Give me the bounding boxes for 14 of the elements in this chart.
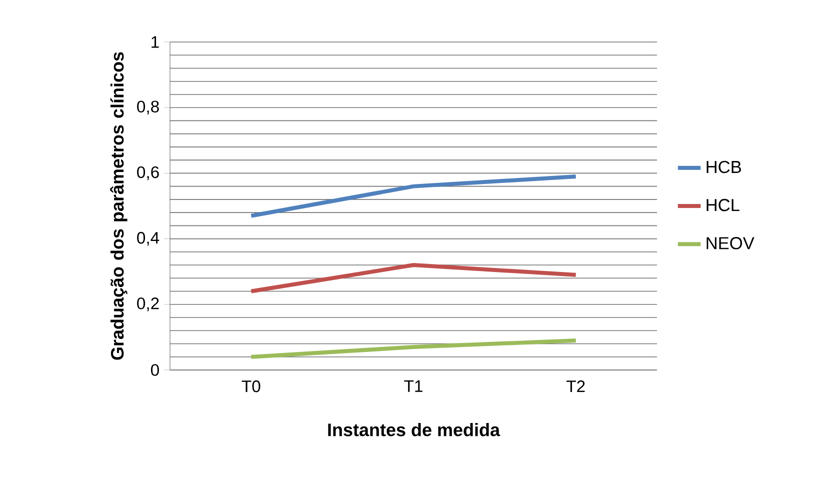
x-axis-title: Instantes de medida	[328, 423, 500, 436]
x-tick-label: T1	[404, 380, 422, 392]
x-tick-label: T2	[566, 380, 585, 392]
legend-label: NEOV	[706, 237, 754, 250]
legend-label: HCL	[706, 198, 740, 212]
y-tick-label: 1	[152, 36, 159, 48]
x-tick-label: T0	[242, 380, 260, 392]
y-tick-label: 0,8	[137, 100, 159, 114]
y-axis-title: Graduação dos parâmetros clínicos	[110, 52, 128, 360]
y-tick-label: 0,2	[137, 298, 159, 312]
y-tick-label: 0,6	[137, 166, 159, 180]
legend-label: HCB	[706, 160, 741, 174]
y-tick-label: 0,4	[137, 232, 160, 246]
y-tick-label: 0	[150, 364, 159, 376]
